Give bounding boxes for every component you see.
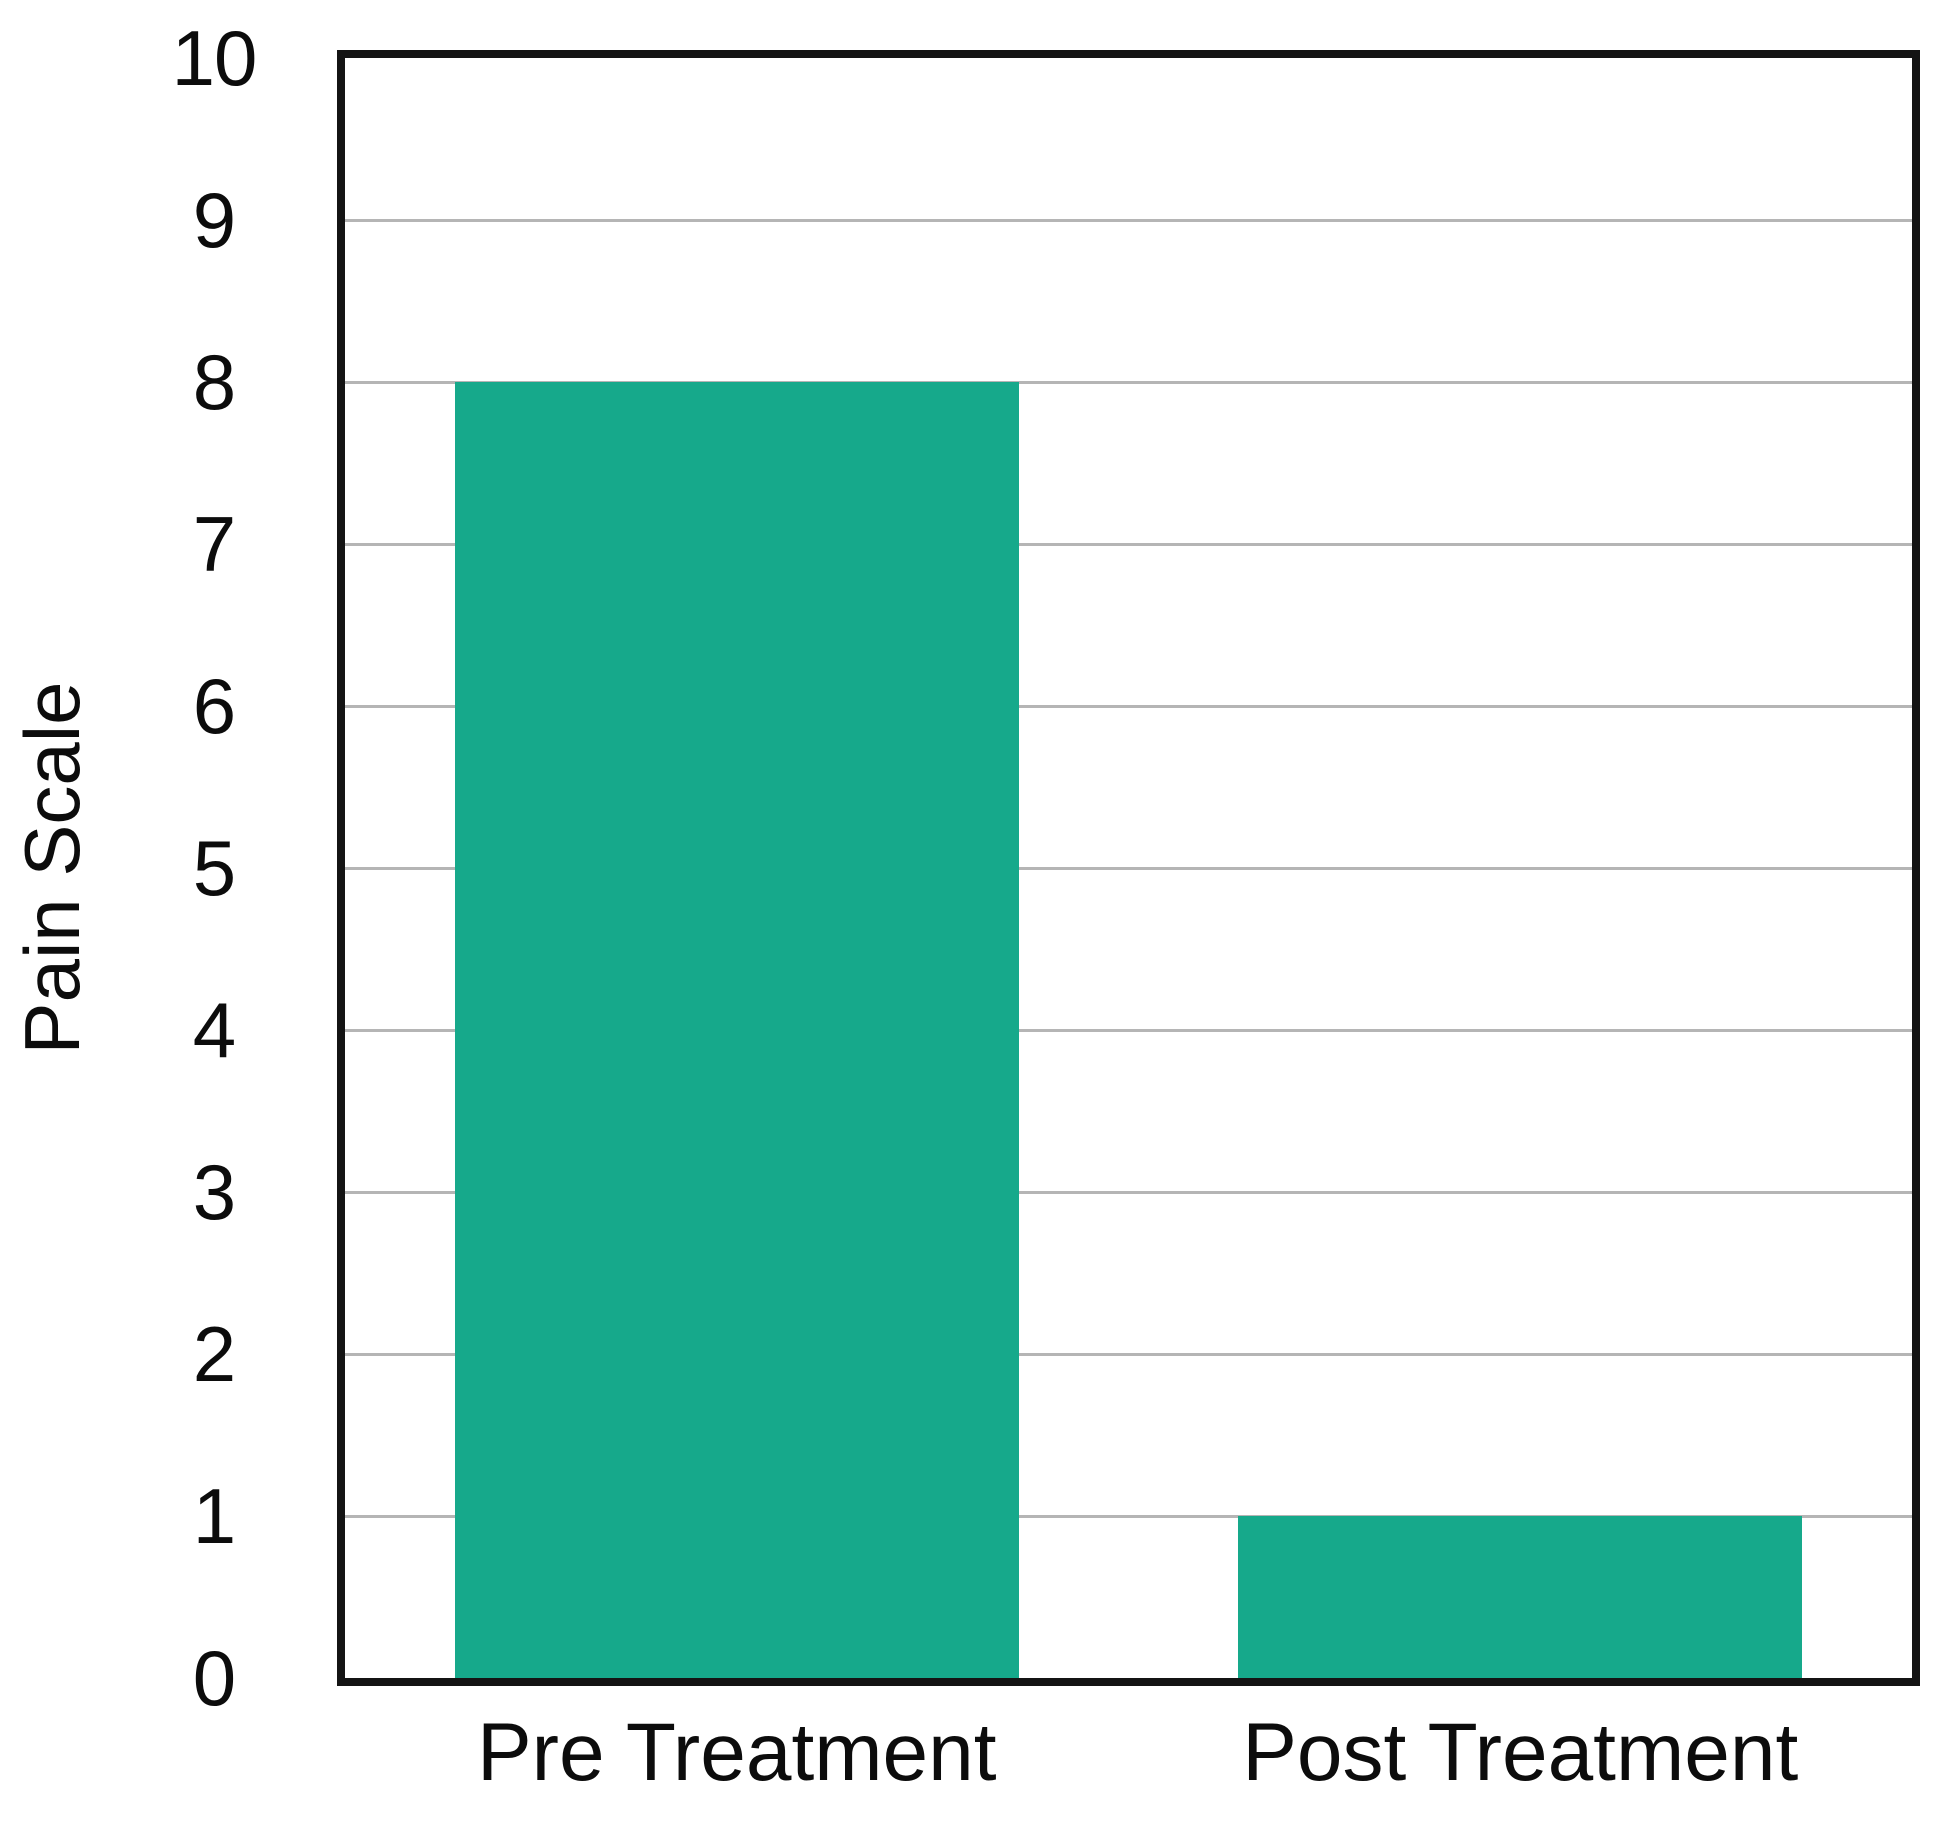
gridline-9	[345, 218, 1912, 222]
y-tick-label-0: 0	[192, 1634, 236, 1722]
y-tick-label-6: 6	[192, 662, 236, 750]
gridline-8	[345, 380, 1912, 384]
gridline-6	[345, 704, 1912, 708]
gridline-3	[345, 1190, 1912, 1194]
y-axis-title: Pain Scale	[8, 681, 96, 1055]
plot-area	[337, 50, 1920, 1686]
y-tick-label-8: 8	[192, 338, 236, 426]
gridline-2	[345, 1352, 1912, 1356]
y-tick-label-10: 10	[171, 14, 258, 102]
bar-pre-treatment	[454, 382, 1019, 1678]
x-label-pre-treatment: Pre Treatment	[476, 1707, 997, 1798]
y-tick-label-3: 3	[192, 1148, 236, 1236]
y-tick-label-2: 2	[192, 1310, 236, 1398]
y-tick-label-9: 9	[192, 176, 236, 264]
y-tick-label-5: 5	[192, 824, 236, 912]
gridline-7	[345, 542, 1912, 546]
x-label-post-treatment: Post Treatment	[1242, 1707, 1799, 1798]
y-tick-label-4: 4	[192, 986, 236, 1074]
gridline-4	[345, 1028, 1912, 1032]
gridline-5	[345, 866, 1912, 870]
y-tick-label-7: 7	[192, 500, 236, 588]
bar-post-treatment	[1238, 1516, 1803, 1678]
gridline-1	[345, 1514, 1912, 1518]
y-tick-label-1: 1	[192, 1472, 236, 1560]
